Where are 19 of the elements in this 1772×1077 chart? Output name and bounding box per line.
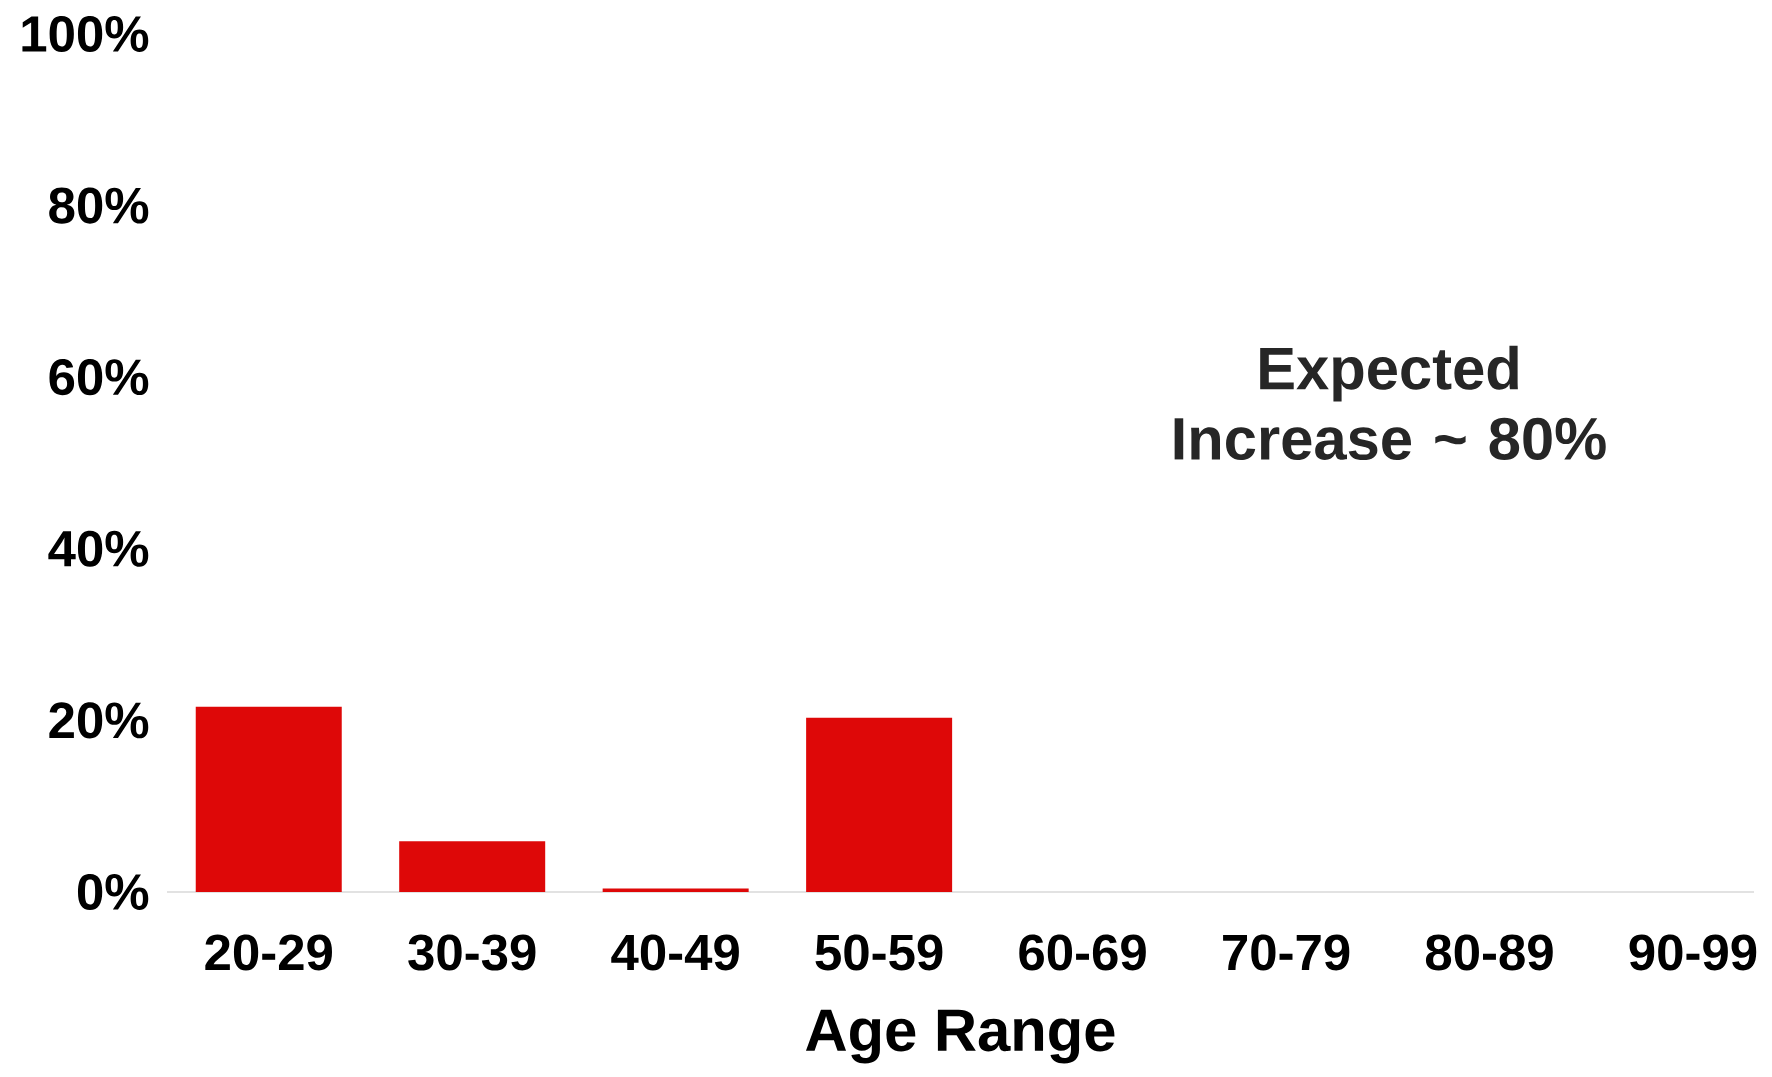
x-tick-label: 80-89 [1425, 934, 1553, 971]
x-tick-label: 40-49 [611, 934, 739, 971]
x-tick-label: 50-59 [815, 934, 943, 971]
y-tick-label: 40% [48, 530, 149, 567]
annotation: Expected Increase ~ 80% [1174, 345, 1606, 461]
x-tick-label: 30-39 [408, 934, 536, 971]
y-tick-label: 60% [49, 359, 149, 396]
x-axis-title: Age Range [805, 1009, 1115, 1064]
bar [195, 706, 342, 892]
x-tick-label: 70-79 [1223, 934, 1350, 971]
x-tick-label: 60-69 [1019, 934, 1146, 971]
y-tick-label: 20% [49, 702, 149, 739]
x-tick-label: 20-29 [205, 934, 332, 971]
y-tick-label: 100% [22, 15, 149, 53]
x-tick-label: 90-99 [1629, 934, 1757, 971]
bar [806, 717, 953, 892]
bar [399, 841, 546, 892]
y-tick-label: 80% [49, 187, 149, 224]
y-tick-label: 0% [77, 873, 149, 911]
